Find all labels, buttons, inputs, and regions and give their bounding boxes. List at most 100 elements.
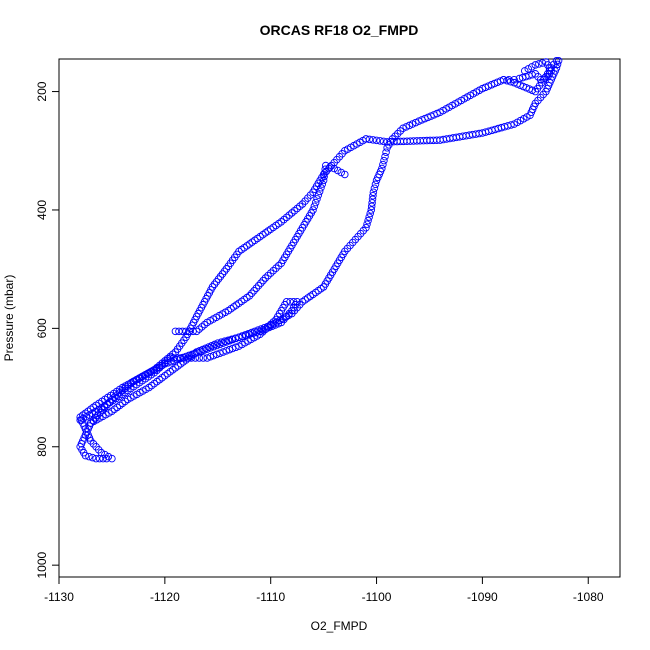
data-point bbox=[326, 163, 334, 171]
data-point bbox=[317, 184, 325, 192]
data-point bbox=[161, 359, 169, 367]
data-point bbox=[363, 220, 371, 228]
data-point bbox=[381, 152, 389, 161]
x-tick-label: -1120 bbox=[150, 590, 180, 604]
data-point bbox=[101, 450, 109, 459]
x-tick-label: -1080 bbox=[573, 590, 604, 604]
data-point bbox=[252, 284, 261, 292]
data-point bbox=[175, 327, 183, 336]
data-point bbox=[169, 350, 177, 359]
data-point bbox=[391, 132, 399, 141]
data-point bbox=[269, 266, 278, 275]
data-point bbox=[235, 333, 243, 341]
data-point bbox=[365, 135, 374, 144]
y-axis-label: Pressure (mbar) bbox=[2, 275, 16, 362]
data-point bbox=[248, 289, 256, 298]
x-tick-label: -1090 bbox=[467, 590, 498, 604]
data-point bbox=[321, 165, 329, 174]
data-point bbox=[376, 137, 384, 145]
data-point bbox=[198, 323, 206, 331]
data-point bbox=[370, 184, 379, 193]
data-point bbox=[288, 209, 296, 217]
data-point bbox=[199, 354, 207, 362]
data-point bbox=[282, 297, 291, 306]
data-point bbox=[507, 121, 515, 129]
data-point bbox=[310, 202, 319, 211]
data-point bbox=[554, 57, 563, 65]
y-tick-label: 200 bbox=[35, 81, 49, 101]
data-point bbox=[372, 136, 381, 145]
data-point bbox=[520, 67, 529, 75]
data-point bbox=[285, 211, 293, 219]
data-point bbox=[362, 135, 370, 143]
y-tick-label: 1000 bbox=[35, 551, 49, 578]
data-point bbox=[87, 419, 95, 427]
data-point bbox=[290, 206, 299, 215]
x-tick-label: -1110 bbox=[256, 590, 285, 604]
data-point bbox=[217, 338, 226, 346]
data-point bbox=[296, 202, 304, 211]
data-point bbox=[259, 276, 267, 285]
data-point bbox=[150, 369, 159, 377]
data-point bbox=[102, 454, 111, 463]
data-point bbox=[228, 344, 237, 353]
data-point bbox=[380, 156, 388, 165]
data-point bbox=[282, 213, 291, 222]
data-point bbox=[155, 364, 164, 372]
data-point bbox=[396, 127, 405, 135]
data-point bbox=[250, 286, 258, 295]
x-axis: -1130 -1120 -1110 -1100 -1090 -1080 bbox=[44, 576, 604, 604]
data-point bbox=[88, 453, 97, 462]
data-point bbox=[369, 136, 377, 144]
data-point bbox=[506, 77, 515, 86]
data-point bbox=[200, 320, 209, 329]
data-point bbox=[368, 199, 376, 207]
data-point bbox=[369, 188, 378, 196]
data-point bbox=[232, 343, 240, 352]
data-point bbox=[257, 279, 265, 287]
data-point bbox=[228, 335, 236, 343]
data-point bbox=[212, 350, 221, 359]
data-point bbox=[337, 168, 346, 177]
data-point bbox=[379, 160, 387, 169]
data-point bbox=[320, 169, 329, 177]
x-tick-label: -1100 bbox=[362, 590, 392, 604]
data-point bbox=[210, 280, 219, 289]
data-point bbox=[383, 144, 391, 152]
data-point bbox=[314, 191, 323, 199]
chart-title: ORCAS RF18 O2_FMPD bbox=[260, 22, 419, 38]
data-point bbox=[242, 331, 250, 340]
data-point bbox=[195, 325, 203, 333]
data-point bbox=[341, 170, 349, 179]
data-point bbox=[318, 180, 327, 188]
data-point bbox=[220, 267, 229, 276]
data-point bbox=[178, 327, 187, 336]
data-point bbox=[372, 176, 381, 185]
data-point bbox=[256, 327, 264, 336]
data-point bbox=[182, 327, 190, 336]
data-point bbox=[264, 271, 272, 280]
data-point bbox=[214, 275, 223, 283]
data-point bbox=[319, 176, 328, 185]
data-point bbox=[245, 292, 254, 300]
data-point bbox=[163, 356, 172, 365]
data-point bbox=[252, 328, 261, 337]
data-point bbox=[187, 354, 196, 362]
data-point bbox=[320, 172, 328, 181]
data-point bbox=[274, 261, 283, 270]
data-point bbox=[208, 283, 217, 291]
data-point bbox=[369, 192, 377, 200]
data-point bbox=[222, 347, 230, 355]
data-point bbox=[366, 209, 374, 218]
data-point bbox=[535, 60, 543, 68]
data-point bbox=[311, 198, 320, 207]
data-point bbox=[222, 265, 231, 273]
data-point bbox=[280, 215, 288, 224]
data-point bbox=[185, 327, 194, 336]
data-point bbox=[224, 336, 233, 344]
data-point bbox=[218, 270, 227, 278]
data-point bbox=[293, 204, 301, 213]
data-point bbox=[272, 264, 280, 272]
data-point bbox=[166, 354, 174, 362]
data-point bbox=[108, 454, 116, 463]
